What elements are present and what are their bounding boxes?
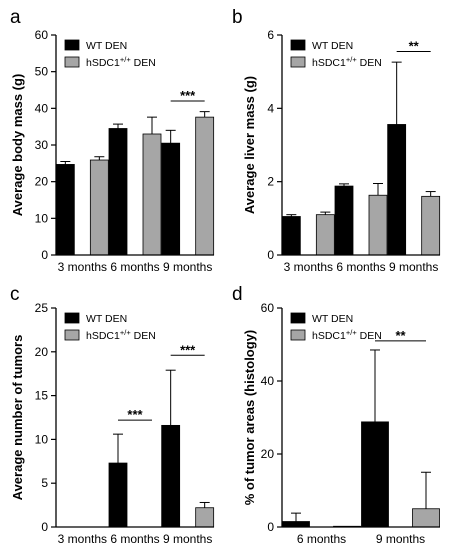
x-tick-label: 3 months: [284, 260, 333, 274]
y-tick-label: 15: [35, 389, 49, 403]
x-tick-label: 6 months: [297, 532, 346, 546]
y-tick-label: 25: [35, 301, 49, 315]
significance-label: **: [395, 328, 406, 343]
bar: [108, 128, 128, 256]
bar: [315, 214, 335, 256]
bar: [108, 462, 128, 528]
y-tick-label: 50: [35, 65, 49, 79]
significance-label: ***: [180, 342, 196, 357]
legend-label: hSDC1+/+ DEN: [86, 328, 156, 342]
chart-panel-b: b Average liver mass (g) 0 2 4 6 3 months 6 mon…: [232, 7, 441, 274]
legend-label: hSDC1+/+ DEN: [86, 55, 156, 69]
legend-swatch: [290, 312, 306, 324]
y-tick-label: 20: [35, 175, 49, 189]
y-tick-label: 60: [261, 301, 275, 315]
y-tick-label: 10: [35, 211, 49, 225]
bar: [282, 521, 310, 528]
legend-swatch: [64, 39, 80, 51]
y-axis-label: % of tumor areas (histology): [242, 330, 257, 506]
legend-label: WT DEN: [312, 40, 353, 52]
x-tick-label: 3 months: [58, 260, 107, 274]
y-tick-label: 0: [267, 520, 274, 534]
panel-letter: c: [10, 284, 20, 305]
y-tick-label: 30: [35, 138, 49, 152]
panel-letter: b: [232, 7, 243, 28]
x-tick-label: 6 months: [110, 260, 159, 274]
bar: [142, 133, 162, 256]
x-tick-label: 6 months: [110, 532, 159, 546]
bar: [281, 216, 301, 256]
y-tick-label: 5: [41, 476, 48, 490]
bar: [421, 195, 441, 256]
significance-label: ***: [127, 407, 143, 422]
bar: [361, 421, 389, 528]
y-tick-label: 20: [261, 447, 275, 461]
x-tick-label: 6 months: [336, 260, 385, 274]
panel-letter: d: [232, 284, 243, 305]
x-tick-label: 9 months: [389, 260, 438, 274]
y-tick-label: 4: [267, 101, 274, 115]
x-tick-label: 9 months: [163, 532, 212, 546]
bar: [195, 116, 215, 256]
x-tick-label: 9 months: [376, 532, 425, 546]
legend-label: WT DEN: [312, 313, 353, 325]
legend-swatch: [290, 39, 306, 51]
y-tick-label: 0: [267, 248, 274, 262]
y-axis-label: Average body mass (g): [10, 74, 25, 217]
x-tick-label: 9 months: [163, 260, 212, 274]
y-tick-label: 2: [267, 175, 274, 189]
y-tick-label: 20: [35, 345, 49, 359]
bar: [55, 164, 75, 256]
legend-swatch: [290, 56, 306, 68]
y-tick-label: 0: [41, 248, 48, 262]
y-axis-label: Average number of tumors: [10, 335, 25, 501]
panel-letter: a: [10, 7, 21, 28]
significance-label: **: [409, 39, 420, 54]
legend-swatch: [290, 329, 306, 341]
bar: [89, 159, 109, 256]
chart-panel-d: d % of tumor areas (histology) 0 20 40 60 6 mo…: [232, 284, 440, 546]
bar: [161, 142, 181, 256]
bar: [412, 508, 440, 528]
bar: [195, 507, 215, 528]
bar: [161, 424, 181, 528]
bar: [334, 185, 354, 256]
legend-label: WT DEN: [86, 40, 127, 52]
legend-swatch: [64, 329, 80, 341]
y-tick-label: 40: [35, 101, 49, 115]
y-axis-label: Average liver mass (g): [242, 76, 257, 214]
x-tick-label: 3 months: [58, 532, 107, 546]
chart-panel-c: c Average number of tumors 0 5 10 15 20 25 3 mon…: [10, 284, 215, 546]
chart-panel-a: a Average body mass (g) 0 10 20 30 40 50 60 3 mon…: [10, 7, 215, 274]
legend-label: hSDC1+/+ DEN: [312, 328, 382, 342]
legend-label: WT DEN: [86, 313, 127, 325]
y-tick-label: 0: [41, 520, 48, 534]
bar: [387, 124, 407, 256]
legend-label: hSDC1+/+ DEN: [312, 55, 382, 69]
y-tick-label: 40: [261, 374, 275, 388]
y-tick-label: 60: [35, 28, 49, 42]
legend-swatch: [64, 312, 80, 324]
bar: [368, 194, 388, 256]
y-tick-label: 10: [35, 432, 49, 446]
legend-swatch: [64, 56, 80, 68]
significance-label: ***: [180, 88, 196, 103]
y-tick-label: 6: [267, 28, 274, 42]
